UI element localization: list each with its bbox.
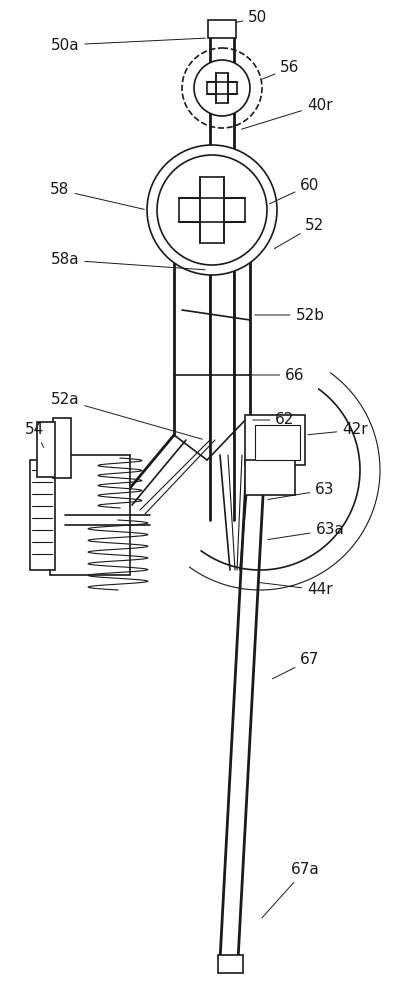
Bar <box>216 73 228 103</box>
Bar <box>245 415 305 465</box>
Bar <box>50 455 130 575</box>
Bar <box>245 460 295 495</box>
Text: 67: 67 <box>272 652 320 679</box>
Text: 63a: 63a <box>268 522 344 540</box>
Bar <box>53 418 71 478</box>
Bar <box>179 198 245 222</box>
Bar <box>218 955 243 973</box>
Bar <box>37 422 55 477</box>
Text: 50a: 50a <box>51 37 205 52</box>
Bar <box>255 425 300 460</box>
Text: 58: 58 <box>50 182 144 209</box>
Text: 63: 63 <box>268 483 335 500</box>
Bar <box>200 177 224 243</box>
Text: 52: 52 <box>274 218 324 249</box>
Text: 56: 56 <box>263 60 300 79</box>
Text: 60: 60 <box>269 178 320 204</box>
Circle shape <box>194 60 250 116</box>
Bar <box>30 460 55 570</box>
Text: 58a: 58a <box>51 252 205 270</box>
Bar <box>206 82 237 94</box>
Text: 50: 50 <box>225 10 268 25</box>
Text: 40r: 40r <box>242 98 333 129</box>
Text: 42r: 42r <box>308 422 368 438</box>
Circle shape <box>157 155 267 265</box>
Text: 54: 54 <box>25 422 45 448</box>
Text: 52a: 52a <box>51 392 202 439</box>
Text: 67a: 67a <box>262 862 319 918</box>
Text: 62: 62 <box>253 412 295 428</box>
Bar <box>208 20 236 38</box>
Text: 44r: 44r <box>258 582 333 597</box>
Text: 66: 66 <box>248 367 305 382</box>
Text: 52b: 52b <box>255 308 324 322</box>
Circle shape <box>147 145 277 275</box>
